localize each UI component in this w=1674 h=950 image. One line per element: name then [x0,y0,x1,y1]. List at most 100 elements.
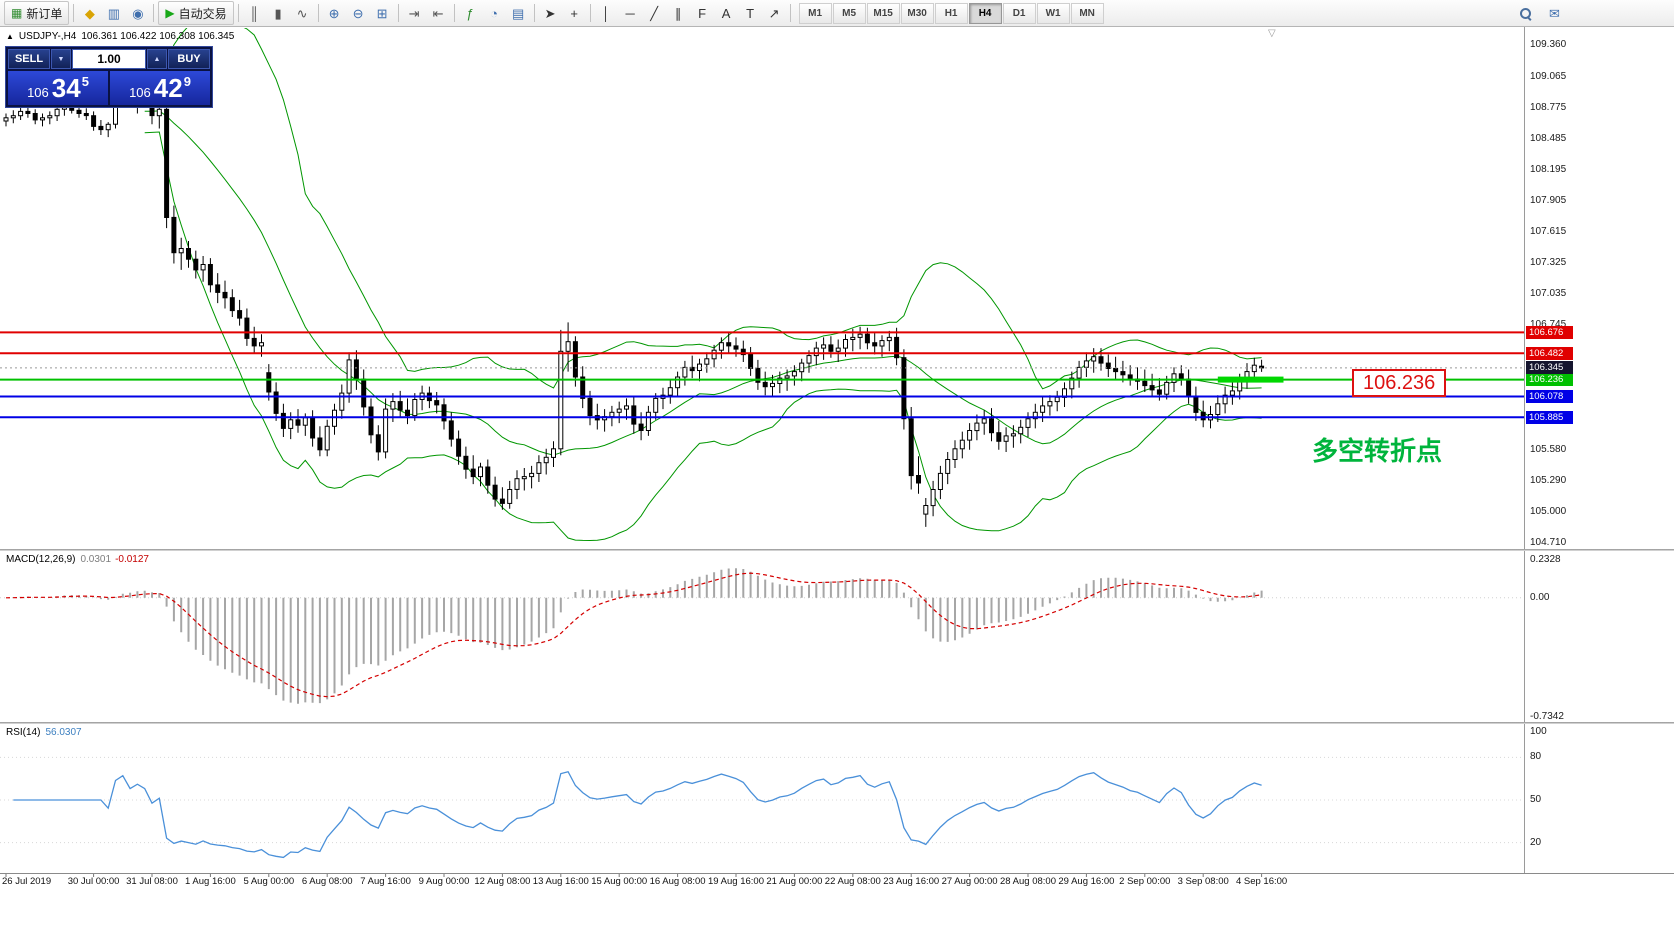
time-axis-label: 22 Aug 08:00 [824,876,881,887]
price-tag[interactable]: 106.676 [1526,325,1573,339]
time-axis-line [0,873,1674,874]
templates-icon[interactable]: ▤ [507,2,530,25]
search-icon[interactable] [1514,2,1537,25]
price-annotation[interactable]: 106.236 [1352,369,1447,397]
chart-shift-marker[interactable]: ▽ [1268,28,1276,39]
rsi-panel-separator[interactable] [0,722,1674,724]
time-axis-label: 6 Aug 08:00 [301,876,353,887]
cursor-icon-glyph: ➤ [544,5,556,21]
lot-down-button[interactable]: ▼ [51,49,71,69]
horizontal-line-icon[interactable]: ─ [619,2,642,25]
cursor-icon[interactable]: ➤ [539,2,562,25]
price-tag[interactable]: 106.482 [1526,346,1573,360]
toolbar-separator [317,4,319,22]
timeframe-button-m15[interactable]: M15 [866,2,900,24]
price-tag[interactable]: 106.236 [1526,373,1573,387]
price-tag[interactable]: 105.885 [1526,410,1573,424]
crosshair-icon[interactable]: + [563,2,586,25]
periods-icon[interactable]: ◔ [483,2,506,25]
quotes-window-icon[interactable]: ◆ [78,2,101,25]
message-icon-glyph: ✉ [1549,5,1560,21]
autotrade-button[interactable]: ▶ 自动交易 [158,1,234,25]
new-chart-icon-glyph: ▥ [107,5,120,21]
zoom-in-icon[interactable]: ⊕ [323,2,346,25]
timeframe-button-h1[interactable]: H1 [934,2,968,24]
zoom-out-icon[interactable]: ⊖ [347,2,370,25]
text-icon-glyph: A [721,5,731,21]
auto-scroll-icon[interactable]: ⇥ [403,2,426,25]
macd-value-2: -0.0127 [115,554,149,565]
zoom-out-icon-glyph: ⊖ [352,5,364,21]
chart-shift-icon[interactable]: ⇤ [427,2,450,25]
buy-price-main: 42 [153,73,183,103]
time-axis-label: 31 Jul 08:00 [126,876,178,887]
bar-chart-icon[interactable]: ║ [243,2,266,25]
timeframe-button-d1[interactable]: D1 [1002,2,1036,24]
toolbar-separator [533,4,535,22]
time-axis-label: 9 Aug 00:00 [418,876,470,887]
trendline-icon-glyph: ╱ [650,5,659,21]
time-axis-label: 29 Aug 16:00 [1058,876,1115,887]
buy-button[interactable]: BUY [168,49,210,69]
buy-price-button[interactable]: 106 42 9 [110,71,210,105]
toolbar-separator [73,4,75,22]
sell-price-pip: 5 [81,74,89,89]
time-axis-label: 21 Aug 00:00 [766,876,823,887]
lot-up-button[interactable]: ▲ [147,49,167,69]
crosshair-icon-glyph: + [570,5,578,21]
buy-price-prefix: 106 [129,84,151,100]
line-chart-icon[interactable]: ∿ [291,2,314,25]
toolbar: ▦ 新订单 ◆ ▥ ◉ ▶ 自动交易 ║ ▮ ∿ ⊕ ⊖ ⊞ ⇥ ⇤ ƒ ◔ ▤ ➤ + │ ─ ╱ ∥ F A T ↗ M1 M5 M15… [0,0,1674,27]
label-icon[interactable]: T [739,2,762,25]
tile-windows-icon[interactable]: ⊞ [371,2,394,25]
buy-price-pip: 9 [183,74,191,89]
toolbar-button-label: 自动交易 [178,6,227,21]
arrows-icon[interactable]: ↗ [763,2,786,25]
time-axis-label: 30 Jul 00:00 [67,876,120,887]
trendline-icon[interactable]: ╱ [643,2,666,25]
time-axis-label: 28 Aug 08:00 [1000,876,1056,887]
profiles-icon[interactable]: ◉ [126,2,149,25]
periods-icon-glyph: ◔ [490,5,499,21]
message-icon[interactable]: ✉ [1543,2,1566,25]
timeframe-button-w1[interactable]: W1 [1036,2,1070,24]
timeframe-button-m1[interactable]: M1 [798,2,832,24]
timeframe-button-m30[interactable]: M30 [900,2,934,24]
new-order-button[interactable]: ▦ 新订单 [4,1,70,25]
time-axis-label: 15 Aug 00:00 [591,876,648,887]
arrows-icon-glyph: ↗ [768,5,780,21]
price-tag[interactable]: 106.078 [1526,389,1573,403]
timeframe-button-h4[interactable]: H4 [968,2,1002,24]
line-chart-icon-glyph: ∿ [296,5,308,21]
quotes-window-icon-glyph: ◆ [84,5,95,21]
templates-icon-glyph: ▤ [511,5,525,21]
lot-size-input[interactable] [72,49,146,69]
sell-price-button[interactable]: 106 34 5 [8,71,108,105]
indicators-icon-glyph: ƒ [466,5,474,21]
indicators-icon[interactable]: ƒ [459,2,482,25]
timeframe-toolbar: M1 M5 M15 M30 H1 H4 D1 W1 MN [798,2,1105,24]
sell-price-main: 34 [51,73,81,103]
toolbar-right: ✉ [1514,2,1566,25]
channel-icon[interactable]: ∥ [667,2,690,25]
profiles-icon-glyph: ◉ [132,5,144,21]
vertical-line-icon[interactable]: │ [595,2,618,25]
toolbar-separator [453,4,455,22]
symbol-period-label: USDJPY-,H4 [18,31,77,42]
note-annotation[interactable]: 多空转折点 [1312,436,1443,466]
sell-button[interactable]: SELL [8,49,50,69]
time-axis[interactable]: 26 Jul 2019 30 Jul 00:00 31 Jul 08:00 1 Aug… [0,874,1674,890]
macd-panel-separator[interactable] [0,549,1674,551]
zoom-in-icon-glyph: ⊕ [328,5,340,21]
timeframe-button-mn[interactable]: MN [1070,2,1104,24]
auto-scroll-icon-glyph: ⇥ [408,5,420,21]
timeframe-button-m5[interactable]: M5 [832,2,866,24]
time-axis-label: 16 Aug 08:00 [649,876,706,887]
candlestick-chart-icon[interactable]: ▮ [267,2,290,25]
fibonacci-icon[interactable]: F [691,2,714,25]
new-chart-icon[interactable]: ▥ [102,2,125,25]
text-icon[interactable]: A [715,2,738,25]
new-order-button-glyph: ▦ [11,6,23,20]
vertical-line-icon-glyph: │ [602,5,611,21]
